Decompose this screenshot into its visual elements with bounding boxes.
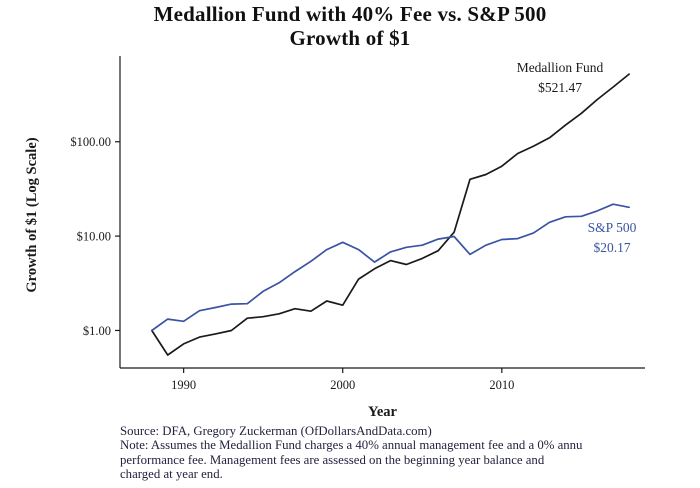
chart-title: Medallion Fund with 40% Fee vs. S&P 500 …	[0, 0, 700, 50]
medallion-fund-line	[150, 73, 630, 356]
series-annotation: $20.17	[593, 240, 630, 255]
y-tick-label: $100.00	[70, 135, 111, 149]
footer-notes: Source: DFA, Gregory Zuckerman (OfDollar…	[120, 424, 700, 482]
sp500-line	[150, 203, 630, 332]
series-annotation: Medallion Fund	[517, 60, 604, 75]
chart-area: $1.00 $10.00 $100.00 1990 2000 2010 Year Growth…	[0, 50, 700, 422]
fee-note-line2: performance fee. Management fees are ass…	[120, 452, 545, 467]
x-tick-label: 1990	[171, 378, 196, 392]
x-tick-label: 2000	[330, 378, 355, 392]
y-axis-title: Growth of $1 (Log Scale)	[24, 137, 40, 292]
fee-note-line1: Note: Assumes the Medallion Fund charges…	[120, 438, 583, 453]
chart-title-line1: Medallion Fund with 40% Fee vs. S&P 500	[153, 2, 547, 26]
chart-title-line2: Growth of $1	[289, 26, 411, 50]
x-tick-label: 2010	[489, 378, 514, 392]
fee-note-line3: charged at year end.	[120, 467, 223, 482]
line-chart: $1.00 $10.00 $100.00 1990 2000 2010 Year Growth…	[24, 56, 645, 420]
series-annotation: $521.47	[538, 80, 582, 95]
source-note: Source: DFA, Gregory Zuckerman (OfDollar…	[120, 424, 432, 438]
x-axis-title: Year	[368, 404, 398, 420]
y-tick-label: $10.00	[77, 230, 111, 244]
series-annotation: S&P 500	[588, 220, 637, 235]
y-tick-label: $1.00	[83, 324, 111, 338]
